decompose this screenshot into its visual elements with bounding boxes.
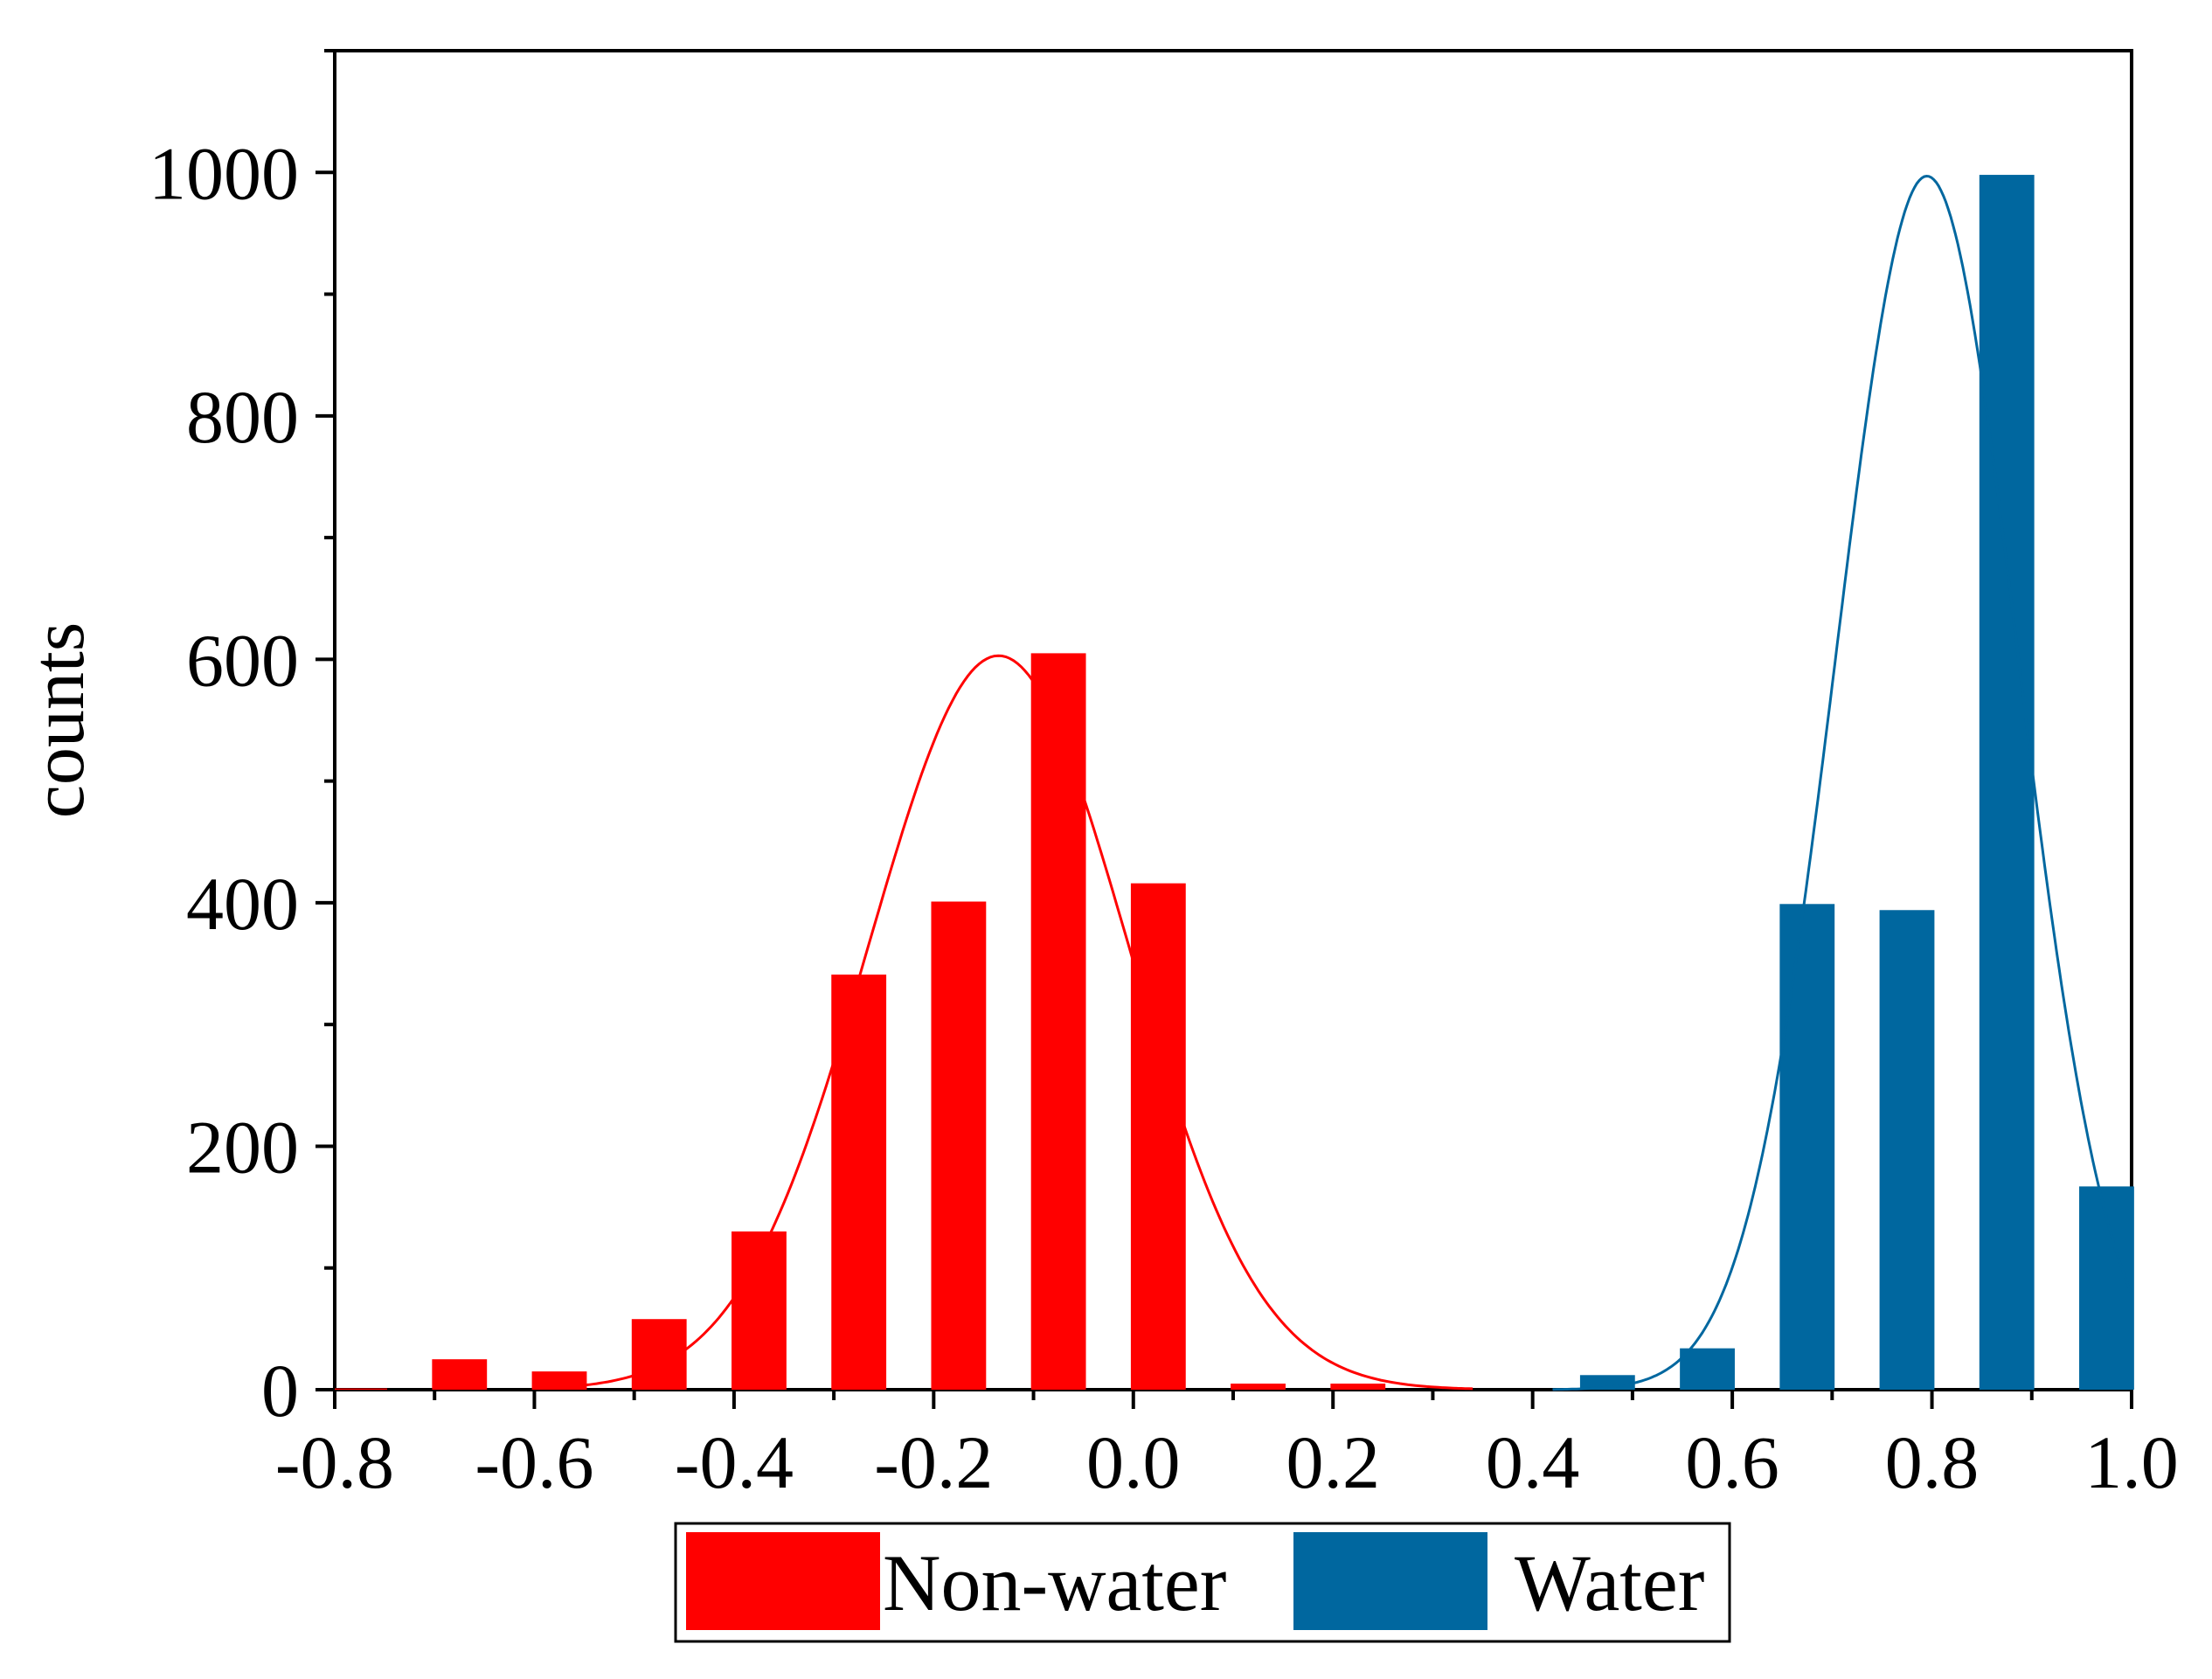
x-tick-label: 0.6 — [1685, 1420, 1779, 1504]
non-water-bar — [1030, 653, 1086, 1390]
x-tick-label: 0.0 — [1086, 1420, 1181, 1504]
plot-frame — [333, 49, 2133, 1391]
legend-label-water: Water — [1515, 1538, 1704, 1627]
x-tick-label: 0.4 — [1486, 1420, 1580, 1504]
non-water-bar — [432, 1359, 488, 1390]
y-axis-title: counts — [16, 622, 100, 819]
legend-swatch-non-water — [686, 1532, 880, 1630]
x-tick-label: 0.2 — [1286, 1420, 1380, 1504]
non-water-bar — [831, 975, 887, 1390]
x-tick-label: -0.6 — [475, 1420, 593, 1504]
x-tick-label: 0.8 — [1885, 1420, 1980, 1504]
gaussian-fits — [554, 174, 2133, 1391]
y-tick-label: 800 — [186, 375, 299, 459]
legend-label-non-water: Non-water — [883, 1538, 1226, 1627]
non-water-bar — [1231, 1384, 1286, 1390]
non-water-bar — [1330, 1384, 1386, 1390]
non-water-bar — [1130, 883, 1186, 1390]
y-tick-label: 1000 — [149, 131, 299, 215]
y-axis: 0 200 400 600 800 1000 — [149, 49, 335, 1433]
non-water-bar — [931, 901, 987, 1390]
legend-swatch-water — [1293, 1532, 1487, 1630]
non-water-bars — [332, 653, 1386, 1390]
x-tick-label: -0.8 — [275, 1420, 394, 1504]
y-tick-label: 600 — [186, 618, 299, 702]
water-bar — [1779, 904, 1835, 1390]
water-bars — [1579, 175, 2134, 1390]
legend: Non-water Water — [674, 1522, 1731, 1643]
x-tick-label: -0.4 — [675, 1420, 794, 1504]
y-tick-label: 200 — [186, 1105, 299, 1189]
water-bar — [1879, 910, 1935, 1390]
y-tick-label: 0 — [261, 1349, 299, 1433]
water-bar — [1680, 1348, 1735, 1390]
water-bar — [1979, 175, 2035, 1390]
water-fit-curve — [1552, 174, 2133, 1391]
x-axis: -0.8 -0.6 -0.4 -0.2 0.0 0.2 0.4 0.6 0.8 1.0 — [275, 1390, 2179, 1504]
x-tick-label: 1.0 — [2084, 1420, 2179, 1504]
y-tick-label: 400 — [186, 862, 299, 946]
non-water-bar — [332, 1388, 387, 1390]
non-water-fit-curve — [554, 654, 1474, 1391]
x-tick-label: -0.2 — [874, 1420, 993, 1504]
